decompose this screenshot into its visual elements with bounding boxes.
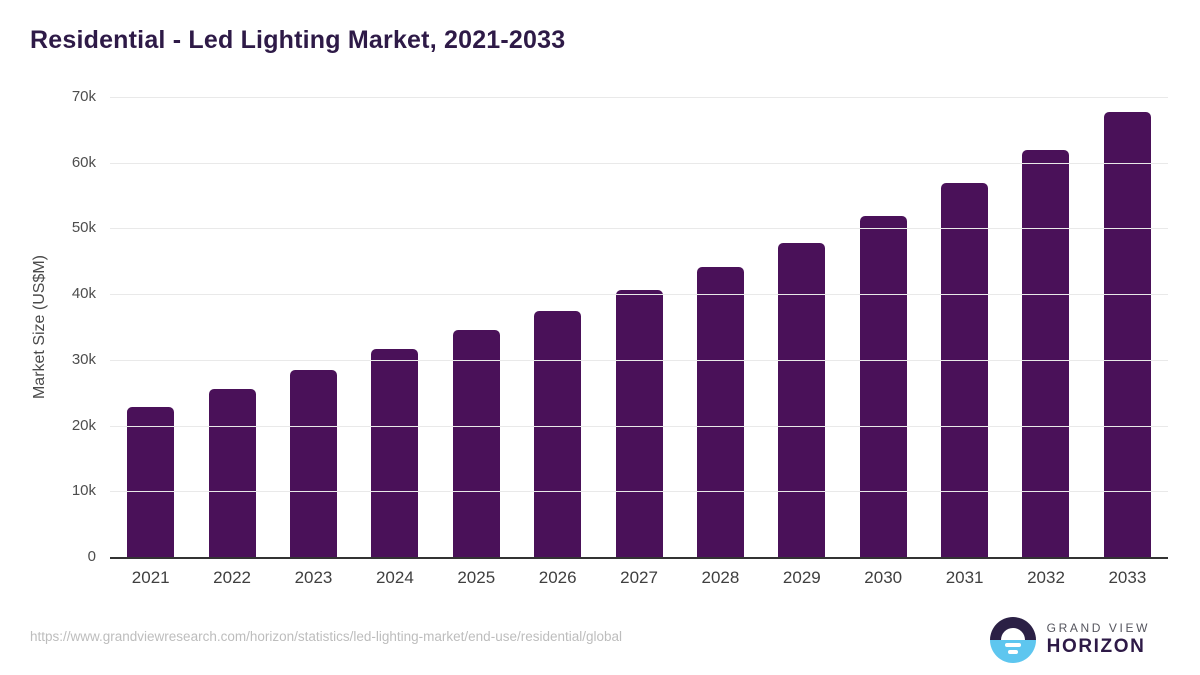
gridline-10k (110, 491, 1168, 493)
ytick-label-10k: 10k (71, 482, 96, 500)
bar-slot-2021 (110, 97, 191, 557)
logo-text: GRAND VIEW HORIZON (1046, 620, 1150, 658)
horizon-sun-icon (989, 617, 1036, 663)
ytick-label-0: 0 (87, 548, 96, 565)
bar-series (110, 97, 1168, 557)
bar-2031[interactable] (941, 183, 989, 557)
x-label-2027: 2027 (620, 568, 658, 587)
bar-slot-2026 (517, 97, 598, 557)
bar-2021[interactable] (127, 406, 175, 557)
logo-sun-shape (1000, 628, 1025, 640)
gridline-50k (110, 228, 1168, 230)
logo-reflection-line-1 (1004, 643, 1021, 647)
bar-2024[interactable] (371, 348, 419, 557)
bar-2029[interactable] (778, 242, 826, 557)
bar-slot-2032 (1005, 97, 1086, 557)
x-label-2028: 2028 (701, 568, 740, 587)
x-label-2025: 2025 (457, 568, 496, 587)
logo-reflection-line-2 (1007, 650, 1018, 654)
bar-2028[interactable] (696, 267, 744, 557)
x-label-2033: 2033 (1108, 568, 1147, 587)
bar-slot-2027 (598, 97, 679, 557)
bar-slot-2031 (924, 97, 1005, 557)
logo-text-horizon: HORIZON (1046, 636, 1146, 658)
x-label-2021: 2021 (131, 568, 170, 587)
x-axis-labels: 2021 2022 2023 2024 2025 2026 2027 2028 2029 2030… (110, 568, 1168, 588)
ytick-label-50k: 50k (71, 219, 96, 237)
bar-2032[interactable] (1022, 150, 1070, 557)
x-label-2030: 2030 (864, 568, 903, 587)
bar-2025[interactable] (452, 329, 500, 557)
bar-2033[interactable] (1103, 112, 1151, 557)
logo-text-grand-view: GRAND VIEW (1046, 620, 1150, 635)
gridline-70k (110, 97, 1168, 98)
ytick-label-40k: 40k (71, 285, 96, 303)
grand-view-horizon-logo: GRAND VIEW HORIZON (989, 617, 1150, 663)
bar-2023[interactable] (289, 370, 337, 557)
x-label-2023: 2023 (294, 568, 333, 587)
x-label-2029: 2029 (782, 568, 821, 587)
gridline-30k (110, 359, 1168, 361)
bar-2030[interactable] (859, 215, 907, 557)
bar-slot-2023 (273, 97, 354, 557)
x-label-2024: 2024 (375, 568, 414, 587)
x-label-2022: 2022 (213, 568, 251, 587)
chart-title: Residential - Led Lighting Market, 2021-… (30, 26, 566, 54)
plot-area (110, 97, 1168, 559)
gridline-20k (110, 425, 1168, 427)
ytick-label-30k: 30k (71, 350, 96, 368)
bar-slot-2028 (680, 97, 761, 557)
bar-slot-2030 (843, 97, 924, 557)
ytick-label-60k: 60k (71, 153, 96, 171)
bar-slot-2033 (1087, 97, 1168, 557)
bar-slot-2024 (354, 97, 435, 557)
x-label-2032: 2032 (1027, 568, 1065, 587)
x-label-2031: 2031 (945, 568, 984, 587)
bar-2027[interactable] (615, 290, 663, 557)
ytick-label-70k: 70k (71, 88, 96, 105)
bar-slot-2025 (436, 97, 517, 557)
gridline-40k (110, 294, 1168, 296)
source-url: https://www.grandviewresearch.com/horizo… (30, 629, 623, 644)
ytick-label-20k: 20k (71, 416, 96, 434)
bar-2022[interactable] (208, 388, 256, 557)
x-label-2026: 2026 (538, 568, 577, 587)
bar-slot-2022 (191, 97, 272, 557)
bar-2026[interactable] (534, 311, 582, 557)
y-axis-title: Market Size (US$M) (31, 254, 48, 400)
bar-slot-2029 (761, 97, 842, 557)
gridline-60k (110, 162, 1168, 164)
